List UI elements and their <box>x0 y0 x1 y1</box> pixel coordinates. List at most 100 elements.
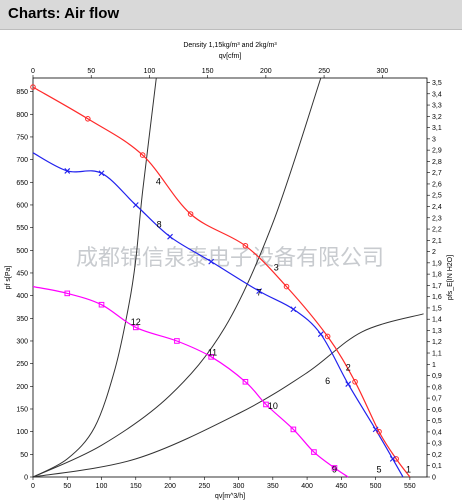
data-point <box>208 258 215 265</box>
data-point <box>324 333 331 340</box>
x-bottom-tick-label: 250 <box>198 483 210 490</box>
data-point <box>167 233 173 240</box>
y-right-tick-label: 3,2 <box>432 114 442 121</box>
data-point <box>139 152 146 158</box>
y-left-tick-label: 200 <box>16 384 28 391</box>
operating-point-label: 9 <box>332 464 337 474</box>
data-point <box>208 354 214 360</box>
x-bottom-tick-label: 50 <box>63 483 71 490</box>
data-point <box>372 426 379 433</box>
y-left-axis-label: pf s[Pa] <box>5 266 12 290</box>
y-right-tick-label: 0,1 <box>432 463 442 470</box>
y-right-tick-label: 3,3 <box>432 103 442 110</box>
operating-point-label: 10 <box>268 401 278 411</box>
y-left-tick-label: 350 <box>16 316 28 323</box>
data-point <box>242 378 249 385</box>
y-right-tick-label: 2,3 <box>432 215 442 222</box>
x-bottom-tick-label: 200 <box>164 483 176 490</box>
x-top-tick-label: 0 <box>31 68 35 75</box>
y-right-tick-label: 1,8 <box>432 272 442 279</box>
x-bottom-tick-label: 0 <box>31 483 35 490</box>
air-flow-chart: 成都锦信泉泰电子设备有限公司 0 50 100 150 200 250 300 350 400 4… <box>5 42 454 500</box>
x-top-axis-label: qv[cfm] <box>219 53 242 60</box>
y-right-tick-label: 0,7 <box>432 396 442 403</box>
data-point <box>376 428 382 435</box>
data-point <box>393 456 399 462</box>
data-point <box>311 449 317 455</box>
data-point <box>132 324 139 331</box>
data-point <box>290 426 297 433</box>
y-left-tick-label: 500 <box>16 248 28 255</box>
y-right-tick-label: 1,1 <box>432 351 442 358</box>
x-top-tick-label: 150 <box>202 68 214 75</box>
y-right-tick-label: 2,8 <box>432 159 442 166</box>
operating-point-label: 12 <box>131 317 141 327</box>
y-right-tick-label: 0,3 <box>432 441 442 448</box>
data-point <box>64 290 71 297</box>
y-right-tick-label: 0,2 <box>432 452 442 459</box>
operating-point-label: 2 <box>346 362 351 372</box>
system-curve <box>32 313 424 478</box>
y-right-tick-label: 0,8 <box>432 384 442 391</box>
y-left-tick-label: 800 <box>16 112 28 119</box>
y-right-tick-label: 0,5 <box>432 418 442 425</box>
x-bottom-tick-label: 300 <box>233 483 245 490</box>
y-left-tick-label: 250 <box>16 361 28 368</box>
plot-frame <box>32 77 428 478</box>
y-right-tick-label: 1,5 <box>432 305 442 312</box>
y-left-tick-label: 650 <box>16 180 28 187</box>
x-bottom-tick-label: 400 <box>301 483 313 490</box>
data-point <box>174 338 180 344</box>
y-left-tick-label: 750 <box>16 134 28 141</box>
chart-header-bar: Charts: Air flow <box>0 0 462 30</box>
y-left-tick-label: 150 <box>16 406 28 413</box>
operating-point-label: 7 <box>257 288 262 298</box>
data-point <box>132 202 139 208</box>
y-right-tick-label: 3,4 <box>432 91 442 98</box>
operating-point-label: 1 <box>406 464 411 474</box>
data-point <box>389 455 396 462</box>
y-right-tick-label: 1,3 <box>432 328 442 335</box>
data-point <box>345 381 352 387</box>
x-bottom-tick-label: 150 <box>130 483 142 490</box>
x-top-tick-label: 50 <box>87 68 95 75</box>
y-left-tick-label: 850 <box>16 89 28 96</box>
y-right-tick-label: 2,4 <box>432 204 442 211</box>
series-line <box>32 286 349 478</box>
y-right-tick-label: 2 <box>432 249 436 256</box>
x-top-tick-label: 100 <box>144 68 156 75</box>
x-bottom-axis-label: qv[m^3/h] <box>215 493 245 500</box>
data-point <box>352 378 358 385</box>
operating-point-label: 3 <box>274 263 279 273</box>
x-bottom-tick-label: 100 <box>96 483 108 490</box>
y-right-tick-label: 1,2 <box>432 339 442 346</box>
x-top-tick-label: 200 <box>260 68 272 75</box>
x-top-tick-label: 300 <box>376 68 388 75</box>
watermark-text: 成都锦信泉泰电子设备有限公司 <box>76 246 384 271</box>
y-right-tick-label: 2,5 <box>432 193 442 200</box>
y-right-tick-label: 1,4 <box>432 317 442 324</box>
x-top-tick-label: 250 <box>318 68 330 75</box>
y-right-axis-label: pfs_E[IN H2O] <box>447 255 454 300</box>
y-right-tick-label: 2,2 <box>432 227 442 234</box>
operating-point-label: 6 <box>325 376 330 386</box>
operating-point-label: 8 <box>157 220 162 230</box>
y-right-tick-label: 3 <box>432 136 436 143</box>
data-point <box>98 170 105 177</box>
data-point <box>242 242 249 249</box>
system-curve <box>32 77 322 478</box>
operating-point-label: 5 <box>377 464 382 474</box>
y-left-tick-label: 300 <box>16 338 28 345</box>
page-title: Charts: Air flow <box>8 5 120 22</box>
y-left-tick-label: 600 <box>16 202 28 209</box>
data-point <box>317 331 324 338</box>
data-point <box>331 465 338 471</box>
chart-title: Density 1,15kg/m³ and 2kg/m³ <box>183 42 277 49</box>
data-point <box>98 301 105 308</box>
y-right-tick-label: 0 <box>432 475 436 482</box>
x-bottom-tick-label: 450 <box>336 483 348 490</box>
operating-point-label: 11 <box>208 347 217 357</box>
y-left-tick-label: 550 <box>16 225 28 232</box>
data-point <box>256 288 263 294</box>
x-bottom-tick-label: 550 <box>404 483 416 490</box>
